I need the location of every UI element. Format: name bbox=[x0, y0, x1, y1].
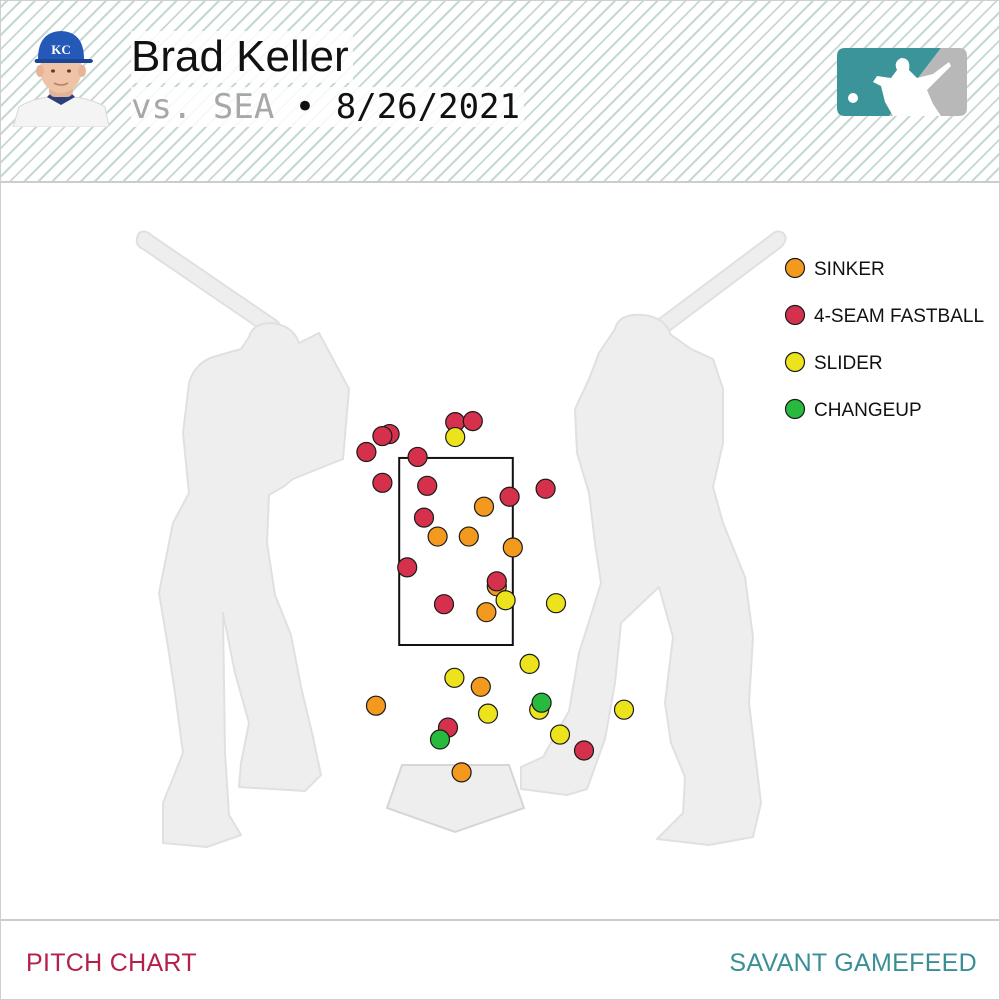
pitch-4-seam-fastball bbox=[433, 594, 455, 615]
pitch-slider bbox=[477, 703, 499, 724]
pitch-sinker bbox=[470, 676, 491, 697]
pitch-4-seam-fastball bbox=[407, 446, 428, 468]
player-name: Brad Keller bbox=[131, 31, 353, 83]
pitch-slider bbox=[545, 593, 567, 614]
pitch-changeup bbox=[531, 692, 552, 713]
pitch-sinker bbox=[451, 762, 472, 783]
pitch-markers bbox=[356, 411, 635, 783]
strike-zone bbox=[398, 456, 514, 646]
pitch-4-seam-fastball bbox=[486, 571, 507, 592]
cap-letters: KC bbox=[51, 42, 71, 57]
pitch-4-seam-fastball bbox=[462, 411, 483, 432]
pitch-4-seam-fastball bbox=[356, 441, 377, 463]
batter-silhouette-right-icon bbox=[520, 230, 787, 846]
pitch-chart-link[interactable]: PITCH CHART bbox=[26, 949, 197, 977]
legend-label-changeup: CHANGEUP bbox=[814, 400, 922, 421]
pitch-4-seam-fastball bbox=[535, 478, 556, 499]
legend-swatch-changeup bbox=[784, 398, 806, 420]
legend-swatch-sinker bbox=[784, 257, 806, 279]
pitch-sinker bbox=[458, 526, 479, 547]
pitch-4-seam-fastball bbox=[499, 486, 520, 507]
pitch-changeup bbox=[429, 729, 451, 750]
legend-swatch-slider bbox=[784, 351, 806, 373]
separator-dot: • bbox=[294, 87, 316, 127]
pitch-slider bbox=[445, 426, 466, 448]
game-info: vs. SEA • 8/26/2021 bbox=[131, 87, 524, 127]
home-plate-icon bbox=[385, 764, 526, 834]
opponent-label: vs. SEA bbox=[131, 87, 275, 127]
legend-label-sinker: SINKER bbox=[814, 259, 885, 280]
pitch-4-seam-fastball bbox=[372, 425, 393, 447]
player-headshot-icon: KC bbox=[12, 31, 110, 127]
pitch-sinker bbox=[427, 526, 448, 547]
pitch-4-seam-fastball bbox=[417, 475, 438, 496]
pitch-sinker bbox=[476, 602, 497, 623]
pitch-sinker bbox=[473, 496, 495, 517]
pitch-sinker bbox=[502, 537, 523, 558]
pitch-4-seam-fastball bbox=[573, 740, 595, 761]
pitch-4-seam-fastball bbox=[397, 557, 418, 578]
legend-swatch-4-seam-fastball bbox=[784, 304, 806, 326]
legend-label-4-seam-fastball: 4-SEAM FASTBALL bbox=[814, 306, 984, 327]
pitch-slider bbox=[549, 724, 571, 745]
header: KC Brad Keller vs. SEA • 8/26/2021 bbox=[1, 1, 999, 183]
mlb-logo-icon bbox=[837, 48, 967, 116]
pitch-4-seam-fastball bbox=[372, 472, 393, 493]
pitch-4-seam-fastball bbox=[413, 507, 435, 528]
pitch-slider bbox=[519, 653, 540, 675]
pitch-slider bbox=[495, 590, 516, 611]
pitch-location-chart: SINKER 4-SEAM FASTBALL SLIDER CHANGEUP bbox=[135, 230, 984, 848]
legend-label-slider: SLIDER bbox=[814, 353, 883, 374]
batter-silhouette-left-icon bbox=[135, 230, 350, 848]
pitch-slider bbox=[444, 667, 465, 688]
footer: PITCH CHART SAVANT GAMEFEED bbox=[1, 919, 999, 999]
pitch-sinker bbox=[365, 695, 387, 716]
pitch-type-legend: SINKER 4-SEAM FASTBALL SLIDER CHANGEUP bbox=[784, 257, 984, 421]
pitch-slider bbox=[613, 699, 635, 720]
game-date: 8/26/2021 bbox=[335, 87, 520, 127]
savant-gamefeed-link[interactable]: SAVANT GAMEFEED bbox=[729, 949, 977, 977]
